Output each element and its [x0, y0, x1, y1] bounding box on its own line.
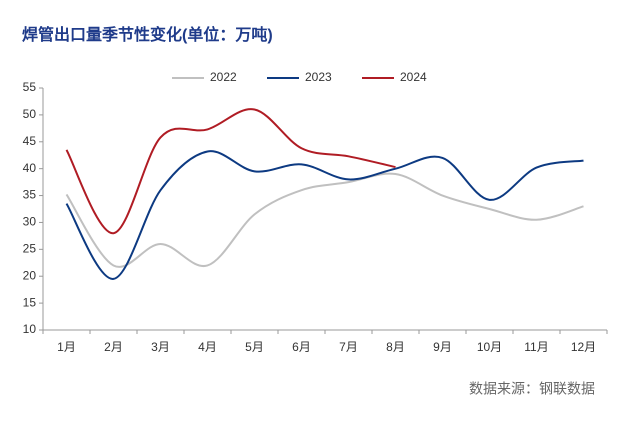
y-tick-label: 35: [23, 188, 37, 202]
x-tick-label: 1月: [57, 340, 76, 354]
source: 数据来源：钢联数据: [469, 381, 595, 397]
chart-title: 焊管出口量季节性变化(单位：万吨): [22, 25, 273, 44]
line-series: [65, 150, 584, 280]
legend-label: 2024: [400, 70, 427, 84]
y-tick-label: 40: [23, 161, 37, 175]
line-series: [65, 108, 396, 235]
x-tick-label: 5月: [245, 340, 264, 354]
y-tick-label: 25: [23, 242, 37, 256]
y-tick-label: 10: [23, 322, 37, 336]
x-tick-label: 11月: [524, 340, 548, 354]
x-tick-label: 6月: [292, 340, 311, 354]
x-tick-label: 7月: [339, 340, 358, 354]
y-tick-label: 55: [23, 80, 37, 94]
y-tick-label: 45: [23, 134, 37, 148]
legend-label: 2022: [210, 70, 237, 84]
y-tick-label: 50: [23, 107, 37, 121]
line-series: [65, 172, 584, 268]
x-tick-label: 10月: [477, 340, 502, 354]
x-tick-label: 8月: [386, 340, 405, 354]
y-tick-label: 30: [23, 215, 37, 229]
x-tick-label: 2月: [104, 340, 123, 354]
y-tick-label: 20: [23, 268, 37, 282]
x-tick-label: 9月: [433, 340, 452, 354]
x-tick-label: 12月: [571, 340, 596, 354]
y-tick-label: 15: [23, 295, 37, 309]
legend-label: 2023: [305, 70, 332, 84]
x-tick-label: 3月: [151, 340, 170, 354]
x-tick-label: 4月: [198, 340, 217, 354]
